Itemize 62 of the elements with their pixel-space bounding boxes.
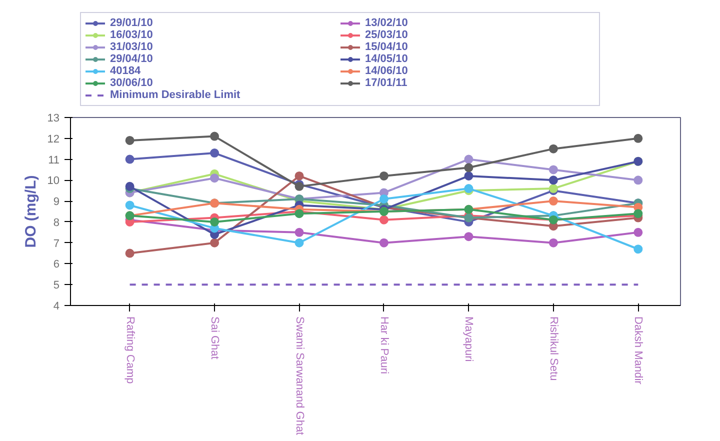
y-tick-label: 12 xyxy=(47,133,60,146)
point xyxy=(379,171,388,180)
legend-label: 15/04/10 xyxy=(365,41,409,53)
point xyxy=(294,209,304,218)
point xyxy=(634,134,643,143)
point xyxy=(634,244,643,254)
point xyxy=(464,154,474,164)
point xyxy=(125,154,134,164)
point xyxy=(464,163,474,172)
point xyxy=(125,200,134,210)
y-tick-label: 4 xyxy=(53,300,60,312)
point xyxy=(464,232,474,242)
x-tick-label: Daksh Mandir xyxy=(632,316,644,385)
point xyxy=(294,171,304,180)
y-tick-label: 9 xyxy=(53,196,60,208)
point xyxy=(548,165,558,174)
point xyxy=(548,144,558,154)
point xyxy=(210,148,220,158)
point xyxy=(379,238,388,248)
point xyxy=(294,228,304,237)
y-tick-label: 13 xyxy=(47,112,60,124)
x-tick-label: Rishikul Setu xyxy=(547,316,560,381)
y-tick-label: 11 xyxy=(48,154,60,166)
legend-label: 17/01/11 xyxy=(365,77,408,89)
point xyxy=(125,136,134,145)
point xyxy=(210,174,220,183)
legend-label: 30/06/10 xyxy=(110,77,154,89)
point xyxy=(294,238,304,248)
y-tick-label: 10 xyxy=(47,175,60,188)
legend-label: 40184 xyxy=(110,65,142,77)
legend-label: 25/03/10 xyxy=(365,29,409,41)
y-tick-label: 8 xyxy=(53,216,60,229)
point xyxy=(125,248,134,258)
legend-label: Minimum Desirable Limit xyxy=(110,89,242,101)
legend-label: 16/03/10 xyxy=(110,29,154,41)
legend-label: 14/06/10 xyxy=(365,65,409,77)
legend-label: 31/03/10 xyxy=(110,41,154,53)
point xyxy=(210,238,220,248)
y-tick-label: 5 xyxy=(53,280,60,292)
point xyxy=(464,171,474,180)
legend-label: 13/02/10 xyxy=(365,17,409,29)
point xyxy=(548,176,558,185)
point xyxy=(125,182,134,191)
legend-label: 29/01/10 xyxy=(110,17,154,29)
y-tick-label: 7 xyxy=(53,238,60,250)
x-tick-label: Sai Ghat xyxy=(208,316,221,360)
point xyxy=(634,228,643,237)
legend-label: 14/05/10 xyxy=(365,53,409,65)
point xyxy=(379,194,388,204)
point xyxy=(210,132,220,141)
x-tick-label: Swami Sarwanand Ghat xyxy=(293,316,306,436)
point xyxy=(548,238,558,248)
point xyxy=(548,196,558,206)
point xyxy=(379,215,388,224)
x-tick-label: Rafting Camp xyxy=(124,316,136,384)
y-axis-title: DO (mg/L) xyxy=(22,175,40,248)
x-tick-label: Mayapuri xyxy=(462,316,475,362)
point xyxy=(634,176,643,185)
x-tick-label: Har ki Pauri xyxy=(378,316,390,374)
y-tick-label: 6 xyxy=(53,258,60,271)
legend-label: 29/04/10 xyxy=(110,53,154,65)
point xyxy=(210,217,220,226)
